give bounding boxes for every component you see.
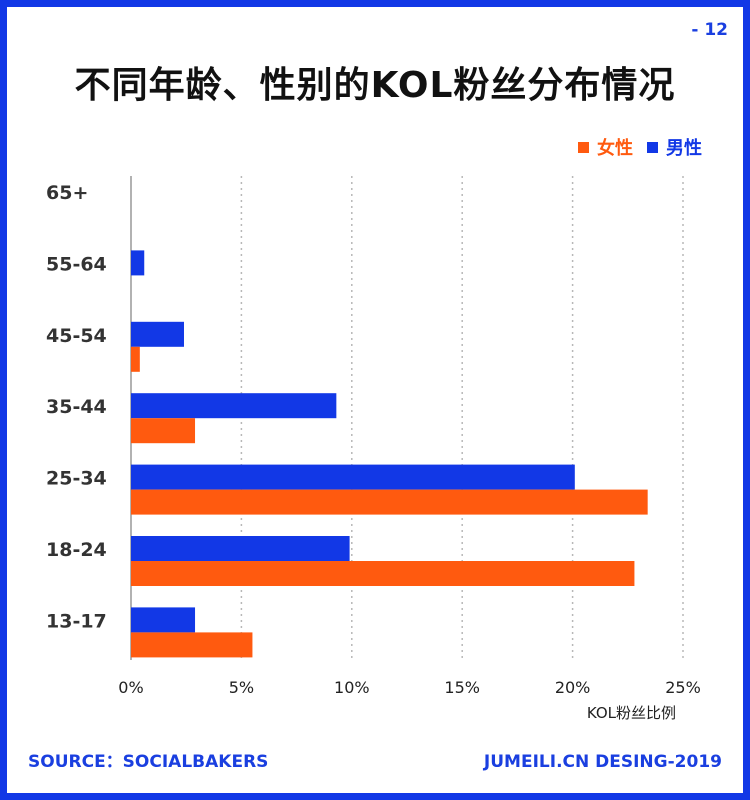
category-label: 25-34 bbox=[46, 468, 107, 490]
category-label: 55-64 bbox=[46, 253, 107, 275]
legend-item-female: 女性 bbox=[578, 134, 633, 160]
bar-male bbox=[131, 250, 145, 276]
legend-item-male: 男性 bbox=[647, 134, 702, 160]
x-tick-label: 20% bbox=[555, 678, 591, 697]
category-label: 13-17 bbox=[46, 610, 107, 632]
bar-male bbox=[131, 607, 196, 633]
bar-male bbox=[131, 393, 337, 419]
category-label: 45-54 bbox=[46, 325, 107, 347]
legend-swatch-male bbox=[647, 141, 658, 153]
x-tick-label: 5% bbox=[229, 678, 254, 697]
bar-male bbox=[131, 321, 184, 347]
x-tick-label: 15% bbox=[444, 678, 480, 697]
legend-label-female: 女性 bbox=[597, 138, 633, 159]
category-label: 35-44 bbox=[46, 396, 107, 418]
bar-male bbox=[131, 536, 350, 561]
bar-female bbox=[131, 632, 253, 658]
legend: 女性 男性 bbox=[564, 134, 702, 160]
category-label: 65+ bbox=[46, 182, 88, 204]
x-axis-label: KOL粉丝比例 bbox=[587, 704, 676, 722]
bar-female bbox=[131, 346, 140, 372]
legend-label-male: 男性 bbox=[666, 138, 702, 159]
page-number: - 12 bbox=[691, 20, 728, 40]
bar-female bbox=[131, 489, 648, 515]
source-note: SOURCE：SOCIALBAKERS bbox=[28, 752, 269, 772]
bar-male bbox=[131, 464, 575, 490]
chart-title: 不同年龄、性别的KOL粉丝分布情况 bbox=[74, 65, 676, 106]
bar-female bbox=[131, 418, 196, 444]
category-label: 18-24 bbox=[46, 539, 107, 561]
x-tick-label: 25% bbox=[665, 678, 701, 697]
x-tick-label: 0% bbox=[118, 678, 143, 697]
x-tick-label: 10% bbox=[334, 678, 370, 697]
bar-female bbox=[131, 561, 635, 586]
credit-note: JUMEILI.CN DESING-2019 bbox=[483, 752, 722, 772]
legend-swatch-female bbox=[578, 141, 589, 153]
